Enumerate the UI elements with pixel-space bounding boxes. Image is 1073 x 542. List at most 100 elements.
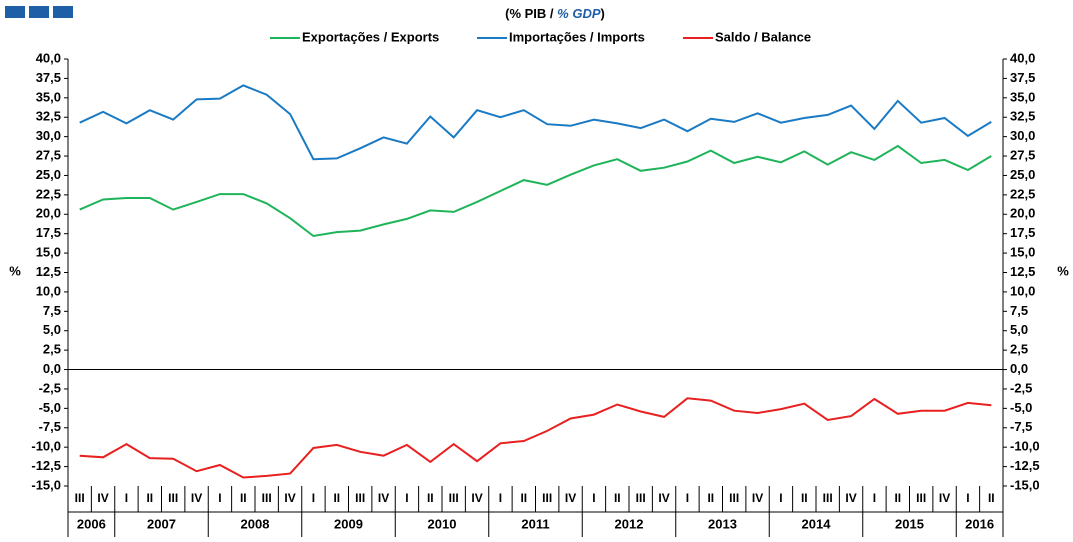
y2-tick-label: -7,5	[1010, 419, 1032, 434]
x-tick-label: IV	[284, 491, 295, 505]
x-tick-label: III	[916, 491, 926, 505]
x-tick-label: I	[966, 491, 969, 505]
x-tick-label: III	[355, 491, 365, 505]
year-label: 2009	[334, 516, 363, 531]
y-tick-label: 15,0	[36, 245, 61, 260]
title-part: % GDP	[557, 6, 601, 21]
x-tick-label: IV	[191, 491, 202, 505]
x-tick-label: IV	[939, 491, 950, 505]
year-label: 2007	[147, 516, 176, 531]
x-tick-label: II	[894, 491, 901, 505]
title-part: )	[601, 6, 605, 21]
y2-tick-label: 7,5	[1010, 303, 1028, 318]
x-tick-label: I	[125, 491, 128, 505]
year-label: 2014	[802, 516, 832, 531]
x-tick-label: IV	[658, 491, 669, 505]
x-tick-label: I	[312, 491, 315, 505]
x-tick-label: I	[686, 491, 689, 505]
year-label: 2011	[521, 516, 549, 531]
x-tick-label: III	[823, 491, 833, 505]
y2-tick-label: 22,5	[1010, 186, 1035, 201]
y2-axis-label: %	[1057, 263, 1069, 278]
y-tick-label: 17,5	[36, 225, 61, 240]
y2-tick-label: 15,0	[1010, 245, 1035, 260]
y-tick-label: -5,0	[39, 400, 61, 415]
y2-tick-label: 37,5	[1010, 70, 1035, 85]
x-tick-label: IV	[752, 491, 763, 505]
x-tick-label: IV	[97, 491, 108, 505]
y-tick-label: -10,0	[31, 439, 61, 454]
y2-tick-label: -10,0	[1010, 439, 1040, 454]
y2-tick-label: 10,0	[1010, 283, 1035, 298]
x-tick-label: II	[333, 491, 340, 505]
y-tick-label: -15,0	[31, 477, 61, 492]
x-tick-label: I	[499, 491, 502, 505]
x-tick-label: III	[729, 491, 739, 505]
x-tick-label: IV	[845, 491, 856, 505]
y2-tick-label: 27,5	[1010, 147, 1035, 162]
y-tick-label: 32,5	[36, 109, 61, 124]
year-label: 2010	[428, 516, 457, 531]
title-part: (% PIB /	[505, 6, 557, 21]
series-line	[79, 84, 992, 161]
logo-block	[5, 6, 25, 18]
y-tick-label: 0,0	[43, 361, 61, 376]
y-tick-label: 20,0	[36, 206, 61, 221]
y-tick-label: 27,5	[36, 147, 61, 162]
legend-label: Exportações / Exports	[302, 29, 439, 44]
y2-tick-label: -2,5	[1010, 380, 1032, 395]
x-tick-label: III	[168, 491, 178, 505]
x-tick-label: I	[405, 491, 408, 505]
x-tick-label: II	[146, 491, 153, 505]
y2-tick-label: -12,5	[1010, 458, 1040, 473]
x-tick-label: II	[614, 491, 621, 505]
y-tick-label: 2,5	[43, 342, 61, 357]
y2-tick-label: 0,0	[1010, 361, 1028, 376]
x-tick-label: IV	[471, 491, 482, 505]
x-tick-label: III	[542, 491, 552, 505]
legend-label: Saldo / Balance	[715, 29, 811, 44]
y-tick-label: 10,0	[36, 283, 61, 298]
x-tick-label: III	[75, 491, 85, 505]
y-tick-label: 37,5	[36, 70, 61, 85]
y2-tick-label: 2,5	[1010, 342, 1028, 357]
x-tick-label: II	[240, 491, 247, 505]
x-tick-label: II	[988, 491, 995, 505]
x-tick-label: II	[707, 491, 714, 505]
y2-tick-label: 35,0	[1010, 89, 1035, 104]
x-tick-label: III	[636, 491, 646, 505]
x-tick-label: I	[218, 491, 221, 505]
y-tick-label: 40,0	[36, 50, 61, 65]
x-tick-label: I	[592, 491, 595, 505]
x-tick-label: I	[779, 491, 782, 505]
y-axis-label: %	[9, 263, 21, 278]
legend-label: Importações / Imports	[509, 29, 645, 44]
y2-tick-label: 25,0	[1010, 167, 1035, 182]
y-tick-label: 12,5	[36, 264, 61, 279]
y2-tick-label: -5,0	[1010, 400, 1032, 415]
x-tick-label: I	[873, 491, 876, 505]
year-label: 2013	[708, 516, 737, 531]
y2-tick-label: 32,5	[1010, 109, 1035, 124]
y2-tick-label: -15,0	[1010, 477, 1040, 492]
year-label: 2016	[965, 516, 994, 531]
x-tick-label: IV	[378, 491, 389, 505]
y-tick-label: 22,5	[36, 186, 61, 201]
y-tick-label: 5,0	[43, 322, 61, 337]
y2-tick-label: 5,0	[1010, 322, 1028, 337]
logo-block	[53, 6, 73, 18]
year-label: 2015	[895, 516, 924, 531]
y2-tick-label: 20,0	[1010, 206, 1035, 221]
x-tick-label: III	[449, 491, 459, 505]
x-tick-label: II	[427, 491, 434, 505]
x-tick-label: III	[262, 491, 272, 505]
series-line	[79, 397, 992, 479]
y2-tick-label: 30,0	[1010, 128, 1035, 143]
y2-tick-label: 17,5	[1010, 225, 1035, 240]
y-tick-label: -2,5	[39, 380, 61, 395]
y2-tick-label: 40,0	[1010, 50, 1035, 65]
y-tick-label: -7,5	[39, 419, 61, 434]
y-tick-label: -12,5	[31, 458, 61, 473]
chart-title: (% PIB / % GDP)	[505, 6, 605, 21]
x-tick-label: II	[520, 491, 527, 505]
